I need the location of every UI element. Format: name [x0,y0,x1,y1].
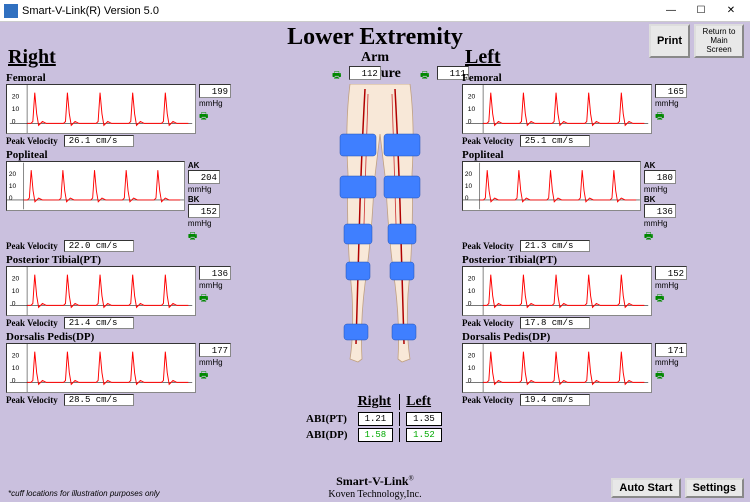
printer-icon[interactable] [655,109,669,119]
printer-icon[interactable] [199,368,213,378]
left-pt-pv: 17.8 cm/s [520,317,590,329]
printer-icon[interactable] [644,229,658,239]
printer-icon[interactable] [655,368,669,378]
page-title: Lower Extremity [287,24,463,51]
svg-text:10: 10 [468,288,476,295]
abi-pt-right: 1.21 [358,412,394,426]
right-pop-pv: 22.0 cm/s [64,240,134,252]
printer-icon[interactable] [420,68,434,78]
right-pt-graph[interactable]: 20 10 0 [6,266,196,316]
right-popliteal-graph[interactable]: 20 10 0 [6,161,185,211]
left-heading: Left [465,46,501,69]
svg-text:20: 20 [468,275,476,282]
left-dp-pv: 19.4 cm/s [520,394,590,406]
right-heading: Right [8,46,56,69]
titlebar: Smart-V-Link(R) Version 5.0 — ☐ ✕ [0,0,750,22]
svg-text:10: 10 [468,106,476,113]
svg-text:0: 0 [468,377,472,384]
printer-icon[interactable] [199,109,213,119]
right-femoral-pressure[interactable]: 199 [199,84,231,98]
abi-dp-left: 1.52 [406,428,442,442]
left-column: Femoral 20100 165 mmHg Peak Velocity25.1… [462,72,687,408]
right-femoral-pv: 26.1 cm/s [64,135,134,147]
autostart-button[interactable]: Auto Start [611,478,680,498]
left-popliteal-block: Popliteal 20100 AK 180 mmHg BK 136 mmHg … [462,149,687,252]
left-popliteal-graph[interactable]: 20 10 0 [462,161,641,211]
right-column: Femoral 20100 199 mmHg Peak Velocity26.1… [6,72,231,408]
svg-text:0: 0 [468,118,472,125]
svg-text:10: 10 [12,288,20,295]
svg-text:0: 0 [465,195,469,202]
svg-text:10: 10 [12,106,20,113]
arm-pressure-right[interactable]: 112 [349,66,381,80]
abi-dp-right: 1.58 [358,428,394,442]
right-pop-ak[interactable]: 204 [188,170,220,184]
left-dp-pressure[interactable]: 171 [655,343,687,357]
minimize-button[interactable]: — [656,1,686,21]
return-button[interactable]: Return to Main Screen [694,24,744,58]
left-pop-ak[interactable]: 180 [644,170,676,184]
left-femoral-pressure[interactable]: 165 [655,84,687,98]
svg-text:10: 10 [12,365,20,372]
legs-diagram [310,84,450,364]
svg-text:20: 20 [9,171,17,178]
left-pt-graph[interactable]: 20 10 0 [462,266,652,316]
svg-text:0: 0 [9,195,13,202]
left-femoral-block: Femoral 20100 165 mmHg Peak Velocity25.1… [462,72,687,147]
left-pop-pv: 21.3 cm/s [520,240,590,252]
svg-text:10: 10 [468,365,476,372]
printer-icon[interactable] [199,291,213,301]
maximize-button[interactable]: ☐ [686,1,716,21]
svg-text:20: 20 [12,275,20,282]
left-pt-block: Posterior Tibial(PT) 20100 152 mmHg Peak… [462,254,687,329]
right-pop-bk[interactable]: 152 [188,204,220,218]
left-dp-block: Dorsalis Pedis(DP) 20100 171 mmHg Peak V… [462,331,687,406]
left-pop-bk[interactable]: 136 [644,204,676,218]
svg-text:20: 20 [12,93,20,100]
right-dp-block: Dorsalis Pedis(DP) 20100 177 mmHg Peak V… [6,331,231,406]
close-button[interactable]: ✕ [716,1,746,21]
right-pt-block: Posterior Tibial(PT) 20100 136 mmHg Peak… [6,254,231,329]
right-femoral-graph[interactable]: 20 10 0 [6,84,196,134]
right-dp-pv: 28.5 cm/s [64,394,134,406]
printer-icon[interactable] [655,291,669,301]
right-dp-pressure[interactable]: 177 [199,343,231,357]
svg-text:0: 0 [468,300,472,307]
disclaimer: *cuff locations for illustration purpose… [8,489,160,498]
right-dp-graph[interactable]: 20 10 0 [6,343,196,393]
svg-text:20: 20 [12,352,20,359]
print-button[interactable]: Print [649,24,690,58]
settings-button[interactable]: Settings [685,478,744,498]
left-femoral-pv: 25.1 cm/s [520,135,590,147]
app-icon [4,4,18,18]
left-dp-graph[interactable]: 20 10 0 [462,343,652,393]
svg-text:10: 10 [465,183,473,190]
right-femoral-block: Femoral 20100 199 mmHg Peak Velocity26.1… [6,72,231,147]
left-femoral-graph[interactable]: 20 10 0 [462,84,652,134]
abi-table: RightLeft ABI(PT)1.211.35 ABI(DP)1.581.5… [300,392,448,444]
printer-icon[interactable] [188,229,202,239]
svg-text:0: 0 [12,377,16,384]
left-pt-pressure[interactable]: 152 [655,266,687,280]
footer: Smart-V-Link® Koven Technology,Inc. [328,474,421,500]
window-title: Smart-V-Link(R) Version 5.0 [22,5,656,17]
printer-icon[interactable] [332,68,346,78]
svg-text:20: 20 [468,352,476,359]
right-popliteal-block: Popliteal 20100 AK 204 mmHg BK 152 mmHg … [6,149,231,252]
svg-text:0: 0 [12,118,16,125]
right-pt-pv: 21.4 cm/s [64,317,134,329]
svg-text:20: 20 [468,93,476,100]
svg-text:10: 10 [9,183,17,190]
svg-text:0: 0 [12,300,16,307]
abi-pt-left: 1.35 [406,412,442,426]
right-pt-pressure[interactable]: 136 [199,266,231,280]
main-panel: Lower Extremity Print Return to Main Scr… [0,22,750,502]
svg-text:20: 20 [465,171,473,178]
